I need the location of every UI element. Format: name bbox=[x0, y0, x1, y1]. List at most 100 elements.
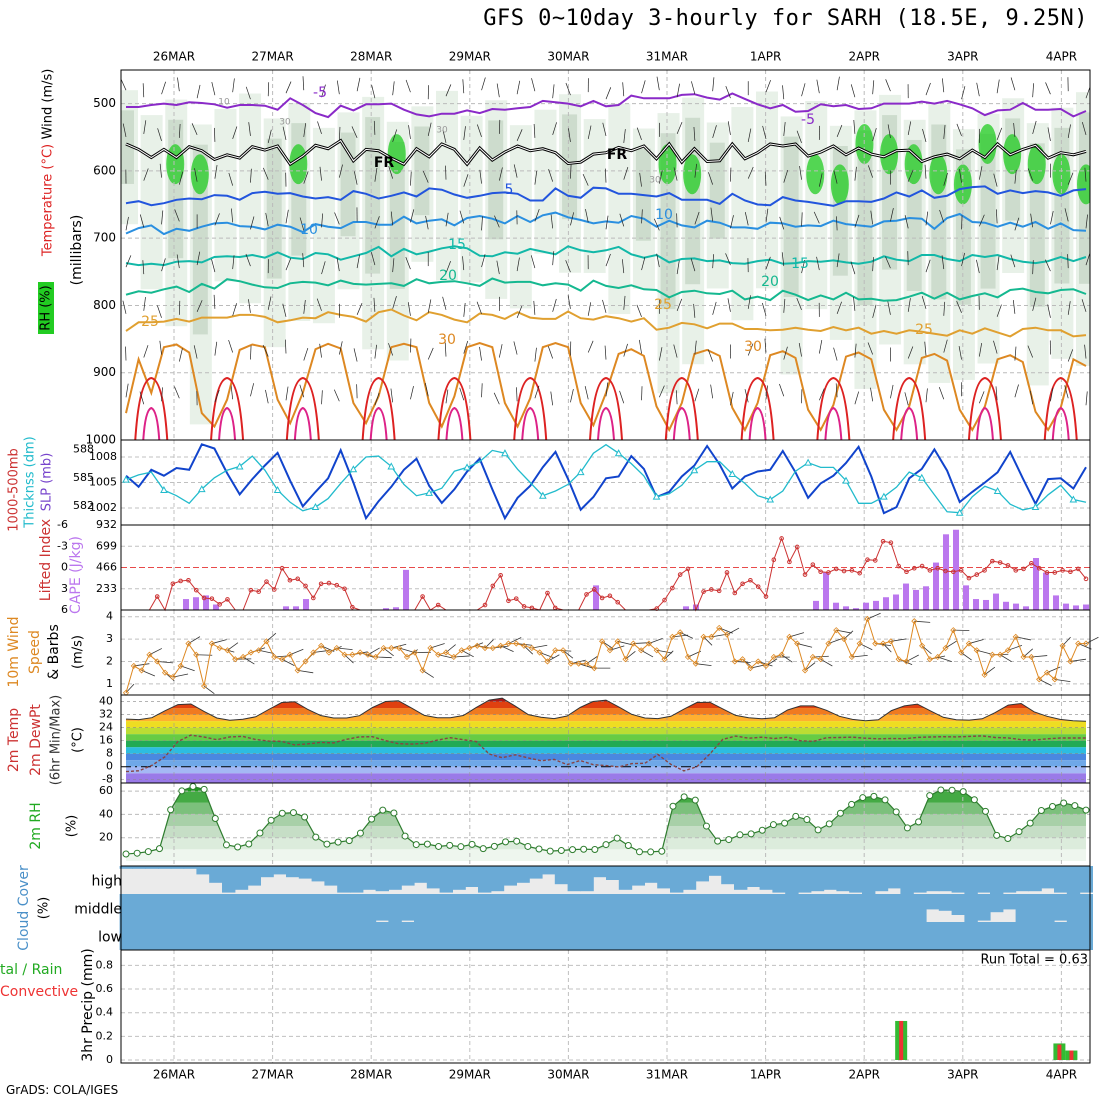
wind-tick: 1 bbox=[106, 677, 113, 690]
contour-label: 5 bbox=[505, 182, 514, 198]
wind-barb bbox=[232, 78, 235, 93]
cloud-low-cell bbox=[183, 922, 197, 950]
wind-barb bbox=[371, 252, 376, 266]
isotherm-35 bbox=[967, 376, 1002, 440]
cloud-low-cell bbox=[849, 922, 863, 950]
cloud-high-cell bbox=[874, 866, 889, 892]
cloud-middle-cell bbox=[324, 894, 338, 922]
rh-marker bbox=[133, 849, 141, 857]
wind-barb bbox=[321, 390, 323, 405]
rh-marker bbox=[267, 816, 275, 824]
wind-barb bbox=[1067, 172, 1074, 185]
cloud-low-cell bbox=[606, 922, 620, 950]
wind-barb bbox=[641, 209, 643, 224]
cloud-high-cell bbox=[375, 866, 389, 892]
thickness-tick: 585 bbox=[73, 471, 94, 484]
cloud-middle-cell bbox=[746, 894, 761, 922]
wind-axis-label: Wind (m/s) bbox=[41, 69, 56, 140]
cape-bar bbox=[933, 562, 939, 610]
wind-barb bbox=[462, 79, 465, 94]
wind-barb bbox=[976, 82, 980, 97]
wind-barb bbox=[316, 298, 322, 311]
wind-speed-marker bbox=[458, 647, 465, 654]
rh-marker bbox=[345, 837, 353, 845]
isotherm-40 bbox=[975, 406, 994, 440]
wind-barb bbox=[799, 165, 802, 180]
bottom-date-label: 2APR bbox=[848, 1068, 879, 1082]
surface-wind-barb bbox=[508, 637, 522, 644]
lifted-index-marker bbox=[435, 602, 441, 608]
lifted-index-marker bbox=[833, 566, 839, 572]
cloud-low-cell bbox=[478, 922, 492, 950]
cloud-middle-cell bbox=[273, 894, 287, 922]
cape-bar bbox=[193, 597, 199, 610]
rh-marker bbox=[513, 837, 521, 845]
wind-barb bbox=[762, 302, 767, 316]
cape-tick: 233 bbox=[96, 582, 117, 595]
contour-label: FR bbox=[607, 147, 628, 163]
wind-barb bbox=[321, 261, 326, 275]
cloud-high-cell bbox=[324, 866, 338, 886]
wind-barb bbox=[321, 84, 326, 98]
isotherm-5 bbox=[125, 185, 1087, 207]
wind-barb bbox=[707, 349, 713, 362]
rh-marker bbox=[926, 792, 934, 800]
wind-speed-marker bbox=[520, 642, 528, 649]
cloud-low-cell bbox=[862, 922, 876, 950]
thickness-tick: 588 bbox=[73, 442, 94, 455]
cape-bar bbox=[213, 604, 219, 610]
temperature-band bbox=[126, 721, 1086, 728]
cloud-low-cell bbox=[222, 922, 236, 950]
cloud-low-cell bbox=[452, 922, 466, 950]
wind-barb bbox=[143, 120, 147, 134]
surface-wind-barb bbox=[820, 658, 833, 667]
wind-barb bbox=[694, 388, 700, 402]
rh-mid-cell bbox=[980, 133, 996, 289]
rh-mid-cell bbox=[931, 124, 947, 300]
cloud-high-cell bbox=[478, 866, 492, 893]
top-date-label: 2APR bbox=[848, 50, 879, 64]
wind-speed-marker bbox=[677, 629, 684, 636]
cloud-high-cell bbox=[810, 866, 825, 892]
wind-barb bbox=[570, 164, 572, 179]
surface-wind-barb bbox=[461, 649, 474, 658]
wind-barb bbox=[605, 382, 609, 397]
rh-mid-cell bbox=[266, 138, 282, 279]
rh-marker bbox=[189, 782, 197, 790]
isotherm-40 bbox=[521, 406, 540, 440]
lifted-index-marker bbox=[615, 599, 621, 605]
wind-barb bbox=[422, 170, 429, 183]
top-date-label: 1APR bbox=[750, 50, 781, 64]
thickness-marker bbox=[766, 495, 775, 503]
wind-barb bbox=[496, 260, 500, 275]
wind-barb bbox=[463, 340, 469, 354]
wind-barb bbox=[818, 173, 823, 187]
wind-barb bbox=[1047, 127, 1051, 141]
wind-barb bbox=[924, 164, 927, 179]
lifted-index-marker bbox=[857, 570, 862, 576]
wind-barb bbox=[673, 344, 678, 358]
cloud-low-cell bbox=[964, 922, 978, 950]
surface-wind-barb bbox=[789, 632, 805, 638]
wind-barb bbox=[1030, 213, 1034, 228]
wind-barb bbox=[658, 170, 663, 184]
top-date-label: 3APR bbox=[947, 50, 978, 64]
rh-green-cell bbox=[1052, 154, 1071, 195]
rh-marker bbox=[859, 794, 867, 802]
rh-marker bbox=[959, 788, 967, 796]
wind-barb bbox=[943, 125, 946, 139]
cloud-middle-cell bbox=[695, 894, 709, 922]
wind-barb bbox=[250, 383, 255, 397]
cloud-middle-cell bbox=[964, 894, 978, 922]
lifted-index-marker bbox=[990, 558, 995, 564]
chart-title: GFS 0~10day 3-hourly for SARH (18.5E, 9.… bbox=[483, 6, 1088, 31]
cloud-low-cell bbox=[119, 922, 133, 950]
wind-barb bbox=[479, 346, 482, 361]
wind-barb bbox=[427, 347, 434, 360]
wind-barb bbox=[872, 128, 877, 142]
wind-barb bbox=[125, 216, 129, 231]
wind-barb bbox=[373, 120, 376, 135]
wind-barb bbox=[230, 385, 234, 400]
rh-marker bbox=[323, 840, 331, 848]
rh-mid-cell bbox=[340, 132, 356, 237]
